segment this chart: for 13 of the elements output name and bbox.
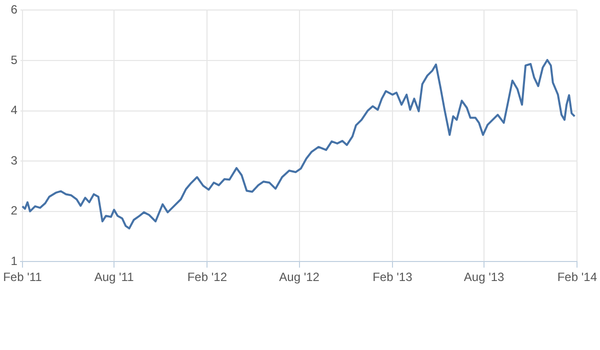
x-tick-label: Feb '14 [557, 270, 598, 284]
x-tick-label: Aug '12 [279, 270, 320, 284]
y-tick-label: 4 [10, 103, 18, 118]
x-tick-label: Feb '11 [3, 270, 42, 284]
y-tick-label: 5 [10, 52, 18, 67]
y-tick-label: 6 [10, 2, 18, 17]
y-tick-label: 3 [10, 153, 18, 168]
x-tick-label: Feb '13 [372, 270, 413, 284]
x-tick-label: Aug '11 [94, 270, 134, 284]
x-tick-label: Aug '13 [464, 270, 505, 284]
y-tick-label: 1 [10, 254, 18, 268]
y-tick-label: 2 [10, 204, 18, 218]
x-tick-label: Feb '12 [187, 270, 228, 284]
